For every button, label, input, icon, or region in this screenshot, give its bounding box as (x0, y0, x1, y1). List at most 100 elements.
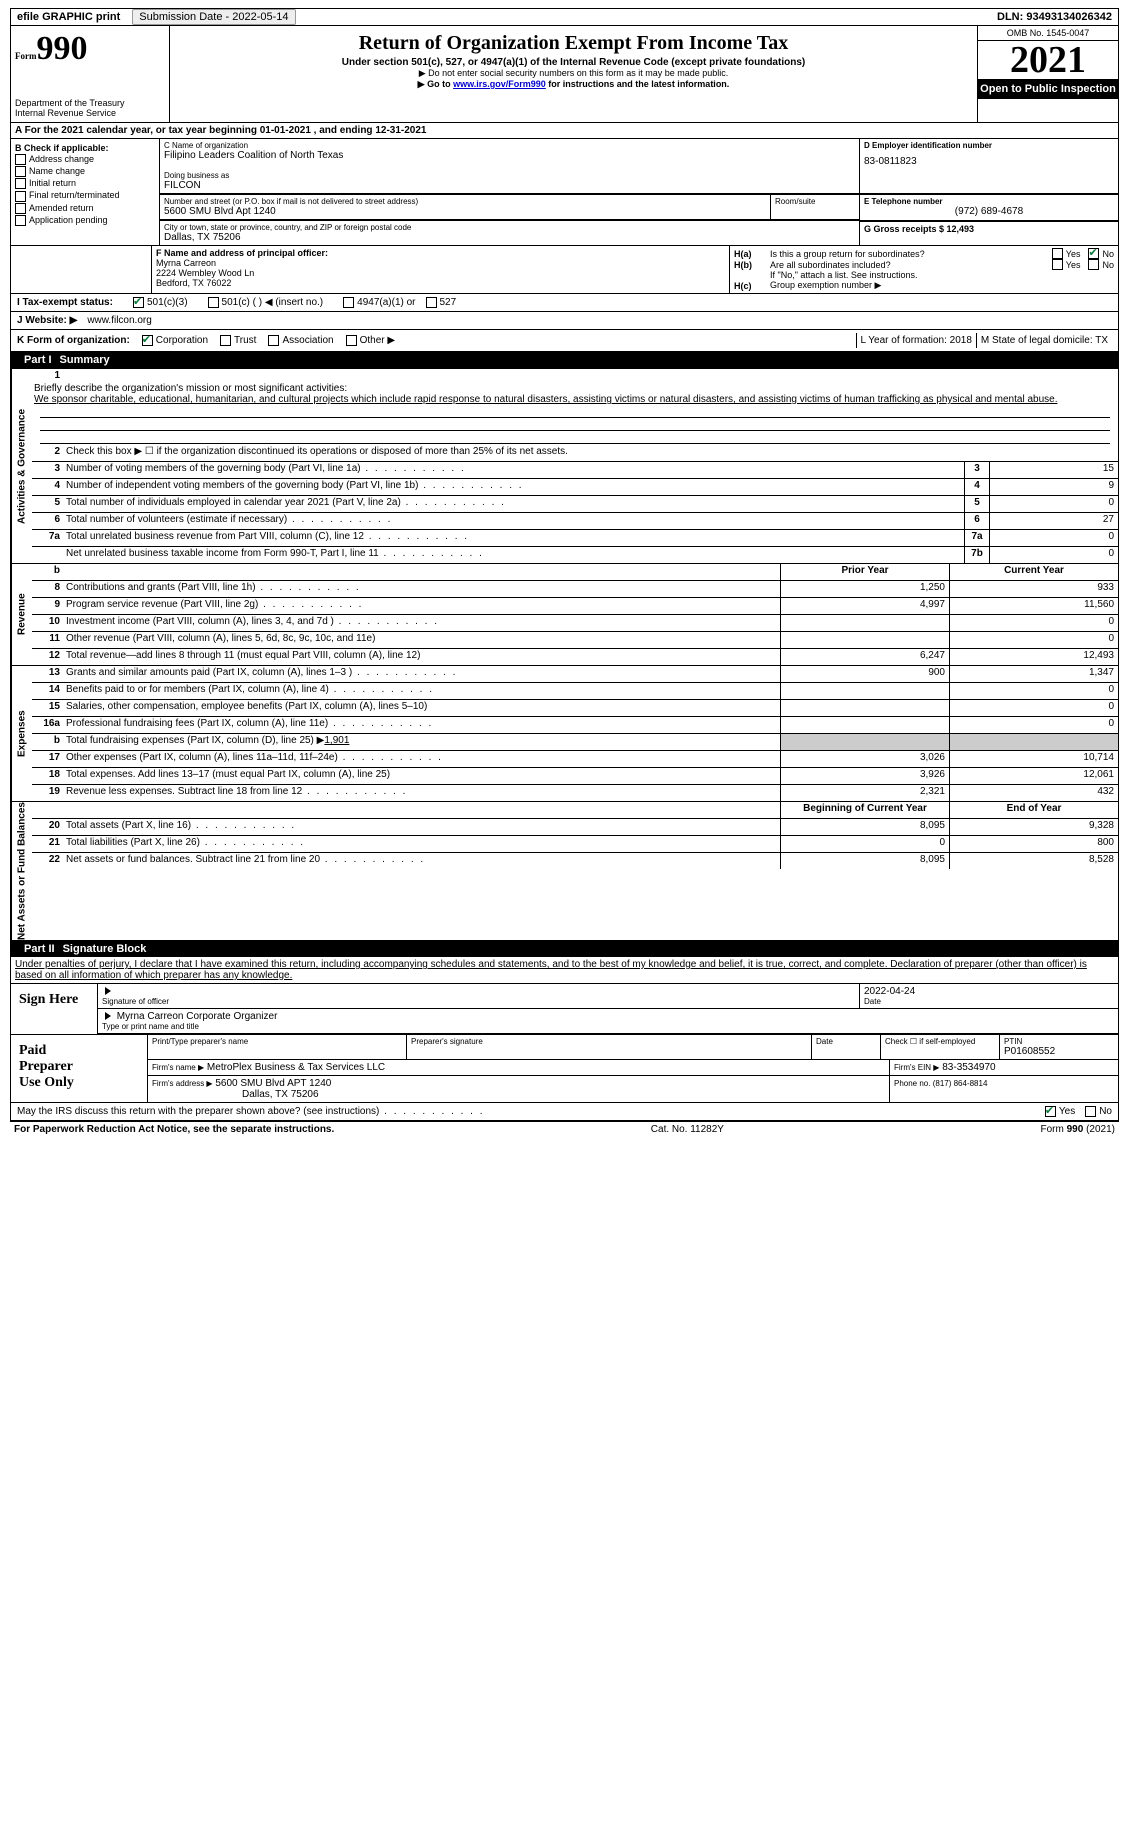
sign-here-block: Sign Here Signature of officer 2022-04-2… (10, 984, 1119, 1035)
col-b-checkboxes: B Check if applicable: Address change Na… (11, 139, 160, 245)
chk-pending[interactable]: Application pending (15, 215, 155, 226)
vtab-expenses: Expenses (11, 666, 32, 801)
chk-527[interactable] (426, 297, 437, 308)
vtab-governance: Activities & Governance (11, 369, 32, 563)
form-header: Form990 Department of the Treasury Inter… (10, 26, 1119, 123)
officer-addr1: 2224 Wembley Wood Ln (156, 268, 725, 278)
discuss-yes[interactable] (1045, 1106, 1056, 1117)
mission-text: We sponsor charitable, educational, huma… (34, 394, 1057, 405)
line3: Number of voting members of the governin… (64, 462, 964, 478)
line7a: Total unrelated business revenue from Pa… (64, 530, 964, 546)
row-a-period: A For the 2021 calendar year, or tax yea… (10, 123, 1119, 139)
goto-note: ▶ Go to www.irs.gov/Form990 for instruct… (174, 79, 973, 90)
form-title: Return of Organization Exempt From Incom… (174, 32, 973, 55)
street-cell: Number and street (or P.O. box if mail i… (160, 195, 771, 220)
vtab-netassets: Net Assets or Fund Balances (11, 802, 32, 940)
website-url: www.filcon.org (87, 315, 151, 326)
revenue-section: Revenue bPrior YearCurrent Year 8Contrib… (10, 564, 1119, 666)
ha-no[interactable] (1088, 248, 1099, 259)
submission-date: Submission Date - 2022-05-14 (126, 9, 301, 25)
paid-preparer-block: Paid Preparer Use Only Print/Type prepar… (10, 1035, 1119, 1103)
org-dba: FILCON (164, 180, 855, 191)
footer-mid: Cat. No. 11282Y (651, 1124, 724, 1135)
org-name-cell: C Name of organization Filipino Leaders … (160, 139, 860, 194)
col-c-org-info: C Name of organization Filipino Leaders … (160, 139, 1118, 245)
chk-other[interactable] (346, 335, 357, 346)
ssn-note: ▶ Do not enter social security numbers o… (174, 68, 973, 79)
chk-name-change[interactable]: Name change (15, 166, 155, 177)
chk-address-change[interactable]: Address change (15, 154, 155, 165)
val4: 9 (989, 479, 1118, 495)
chk-501c[interactable] (208, 297, 219, 308)
chk-initial-return[interactable]: Initial return (15, 178, 155, 189)
hdr-current: Current Year (949, 564, 1118, 580)
chk-501c3[interactable] (133, 297, 144, 308)
street-value: 5600 SMU Blvd Apt 1240 (164, 206, 766, 217)
val7a: 0 (989, 530, 1118, 546)
phone-cell: E Telephone number (972) 689-4678 (860, 195, 1118, 220)
ha-yes[interactable] (1052, 248, 1063, 259)
preparer-date: Date (811, 1035, 880, 1060)
self-employed-check[interactable]: Check ☐ if self-employed (880, 1035, 999, 1060)
line4: Number of independent voting members of … (64, 479, 964, 495)
firm-ein: Firm's EIN ▶ 83-3534970 (889, 1060, 1118, 1076)
mission-label: Briefly describe the organization's miss… (34, 383, 347, 394)
topbar: efile GRAPHIC print Submission Date - 20… (10, 8, 1119, 26)
row-j-website: J Website: ▶ www.filcon.org (10, 312, 1119, 330)
form-number: 990 (37, 30, 88, 67)
val6: 27 (989, 513, 1118, 529)
chk-amended[interactable]: Amended return (15, 203, 155, 214)
phone-value: (972) 689-4678 (864, 206, 1114, 217)
irs-label: Internal Revenue Service (15, 108, 165, 118)
typed-name: Myrna Carreon Corporate Organizer Type o… (97, 1009, 1118, 1034)
line7b: Net unrelated business taxable income fr… (64, 547, 964, 563)
page-footer: For Paperwork Reduction Act Notice, see … (10, 1121, 1119, 1137)
footer-left: For Paperwork Reduction Act Notice, see … (14, 1124, 334, 1135)
hdr-prior: Prior Year (780, 564, 949, 580)
hb-no[interactable] (1088, 259, 1099, 270)
officer-cell: F Name and address of principal officer:… (152, 246, 730, 293)
activities-governance: Activities & Governance 1 Briefly descri… (10, 368, 1119, 564)
officer-signature: Signature of officer (97, 984, 859, 1009)
part2-header: Part II Signature Block (10, 941, 1119, 957)
form-990-page: efile GRAPHIC print Submission Date - 20… (0, 0, 1129, 1145)
fundraising-total: 1,901 (324, 735, 349, 746)
vtab-revenue: Revenue (11, 564, 32, 665)
chk-corp[interactable] (142, 335, 153, 346)
header-center: Return of Organization Exempt From Incom… (170, 26, 977, 122)
col-b-heading: B Check if applicable: (15, 143, 155, 153)
discuss-row: May the IRS discuss this return with the… (10, 1103, 1119, 1121)
footer-right: Form 990 (2021) (1041, 1124, 1115, 1135)
irs-link[interactable]: www.irs.gov/Form990 (453, 79, 546, 89)
hb-yes[interactable] (1052, 259, 1063, 270)
hdr-end: End of Year (949, 802, 1118, 818)
org-name: Filipino Leaders Coalition of North Texa… (164, 150, 855, 161)
chk-assoc[interactable] (268, 335, 279, 346)
officer-name: Myrna Carreon (156, 258, 725, 268)
header-right: OMB No. 1545-0047 2021 Open to Public In… (977, 26, 1118, 122)
row-k-org: K Form of organization: Corporation Trus… (10, 330, 1119, 352)
year-formation: L Year of formation: 2018 (856, 333, 976, 348)
form-word: Form (15, 51, 37, 61)
state-domicile: M State of legal domicile: TX (976, 333, 1112, 348)
discuss-no[interactable] (1085, 1106, 1096, 1117)
gross-receipts: G Gross receipts $ 12,493 (860, 221, 1118, 245)
part1-header: Part I Summary (10, 352, 1119, 368)
public-inspection: Open to Public Inspection (978, 79, 1118, 99)
row-i-status: I Tax-exempt status: 501(c)(3) 501(c) ( … (10, 294, 1119, 312)
sign-here-label: Sign Here (11, 984, 97, 1034)
chk-trust[interactable] (220, 335, 231, 346)
h-section: H(a)Is this a group return for subordina… (730, 246, 1118, 293)
expenses-section: Expenses 13Grants and similar amounts pa… (10, 666, 1119, 802)
firm-address: Firm's address ▶ 5600 SMU Blvd APT 1240 … (147, 1076, 889, 1102)
room-cell: Room/suite (771, 195, 860, 220)
city-cell: City or town, state or province, country… (160, 221, 860, 245)
ein-cell: D Employer identification number 83-0811… (860, 139, 1118, 194)
arrow-icon (105, 987, 111, 995)
dept-treasury: Department of the Treasury (15, 98, 165, 108)
chk-4947[interactable] (343, 297, 354, 308)
chk-final-return[interactable]: Final return/terminated (15, 190, 155, 201)
hdr-beginning: Beginning of Current Year (780, 802, 949, 818)
ein-value: 83-0811823 (864, 156, 1114, 167)
arrow-icon (105, 1012, 111, 1020)
